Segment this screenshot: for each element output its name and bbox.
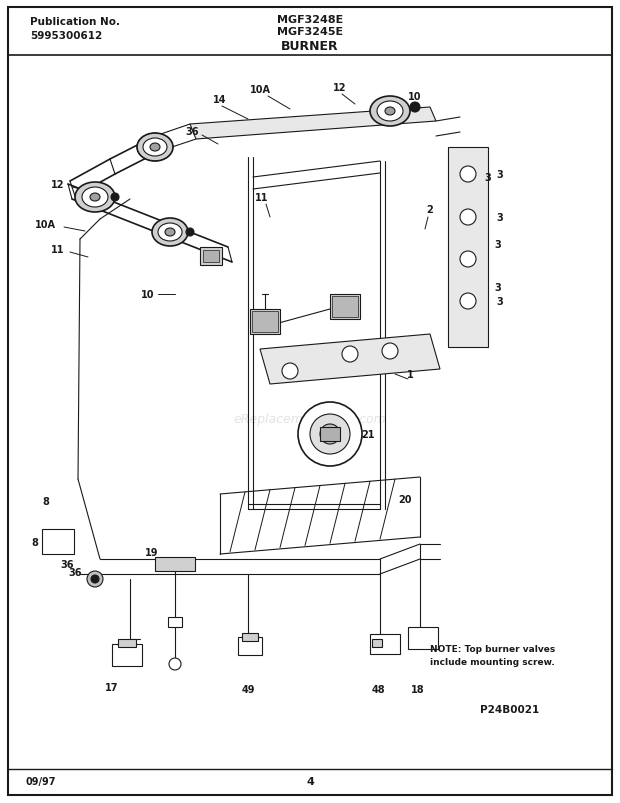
Circle shape [169, 658, 181, 671]
Text: 11: 11 [51, 245, 64, 255]
Circle shape [460, 251, 476, 267]
Text: 49: 49 [241, 684, 255, 694]
Polygon shape [190, 108, 436, 140]
Ellipse shape [165, 229, 175, 237]
Text: 10A: 10A [249, 85, 270, 95]
Ellipse shape [377, 102, 403, 122]
Ellipse shape [150, 144, 160, 152]
Circle shape [186, 229, 194, 237]
Bar [252, 312, 278, 332]
Bar [238, 638, 262, 655]
Text: MGF3245E: MGF3245E [277, 27, 343, 37]
Text: 18: 18 [411, 684, 425, 694]
Text: 8: 8 [42, 496, 49, 507]
Ellipse shape [385, 108, 395, 116]
Ellipse shape [137, 134, 173, 161]
Text: 2: 2 [427, 205, 433, 214]
Bar [155, 557, 195, 571]
Bar [332, 296, 358, 318]
Text: 19: 19 [145, 548, 159, 557]
Text: BURNER: BURNER [281, 39, 339, 52]
Bar [370, 634, 400, 654]
Text: NOTE: Top burner valves: NOTE: Top burner valves [430, 645, 556, 654]
Text: 10A: 10A [35, 220, 56, 230]
Text: 20: 20 [398, 495, 412, 504]
Text: 21: 21 [361, 430, 374, 439]
Bar [200, 247, 222, 266]
Bar [330, 295, 360, 320]
Text: 10: 10 [408, 92, 422, 102]
Bar [448, 148, 488, 348]
Text: 14: 14 [213, 95, 227, 105]
Circle shape [91, 575, 99, 583]
Text: include mounting screw.: include mounting screw. [430, 658, 555, 666]
Circle shape [87, 571, 103, 587]
Text: 3: 3 [497, 213, 503, 222]
Text: 5995300612: 5995300612 [30, 31, 102, 41]
Text: P24B0021: P24B0021 [480, 704, 539, 714]
Ellipse shape [152, 218, 188, 247]
Text: 09/97: 09/97 [25, 776, 56, 786]
Text: 3: 3 [497, 296, 503, 307]
Bar [320, 427, 340, 442]
Text: Publication No.: Publication No. [30, 17, 120, 27]
Circle shape [382, 344, 398, 360]
Text: 1: 1 [407, 369, 414, 380]
Bar [372, 639, 382, 647]
Bar [203, 251, 219, 263]
Text: 3: 3 [497, 169, 503, 180]
Circle shape [111, 194, 119, 202]
Ellipse shape [82, 188, 108, 208]
Text: 4: 4 [306, 776, 314, 786]
Text: 36: 36 [185, 127, 199, 137]
Ellipse shape [90, 194, 100, 202]
Circle shape [460, 210, 476, 226]
Text: MGF3248E: MGF3248E [277, 15, 343, 25]
Bar [168, 618, 182, 627]
Text: 12: 12 [51, 180, 64, 190]
Text: 36: 36 [60, 560, 74, 569]
Text: 10: 10 [141, 290, 155, 300]
Circle shape [342, 347, 358, 362]
Text: 36: 36 [68, 567, 81, 577]
Circle shape [460, 167, 476, 183]
Bar [250, 310, 280, 335]
Ellipse shape [158, 224, 182, 242]
Circle shape [460, 294, 476, 310]
Bar [408, 627, 438, 649]
Text: 8: 8 [31, 537, 38, 548]
Circle shape [282, 364, 298, 380]
Circle shape [320, 425, 340, 444]
Text: 11: 11 [255, 193, 268, 202]
Text: eReplacementParts.com: eReplacementParts.com [234, 413, 386, 426]
Ellipse shape [143, 139, 167, 157]
Circle shape [298, 402, 362, 467]
Bar [118, 639, 136, 647]
Bar [112, 644, 142, 666]
Bar [242, 634, 258, 642]
Circle shape [410, 103, 420, 113]
Text: 3: 3 [485, 173, 492, 183]
Text: 3: 3 [495, 283, 502, 292]
Text: 48: 48 [371, 684, 385, 694]
Ellipse shape [370, 97, 410, 127]
Polygon shape [260, 335, 440, 385]
Text: 17: 17 [105, 683, 119, 692]
Bar [42, 529, 74, 554]
Text: 12: 12 [334, 83, 347, 93]
Circle shape [310, 414, 350, 454]
Ellipse shape [75, 183, 115, 213]
Text: 3: 3 [495, 240, 502, 250]
